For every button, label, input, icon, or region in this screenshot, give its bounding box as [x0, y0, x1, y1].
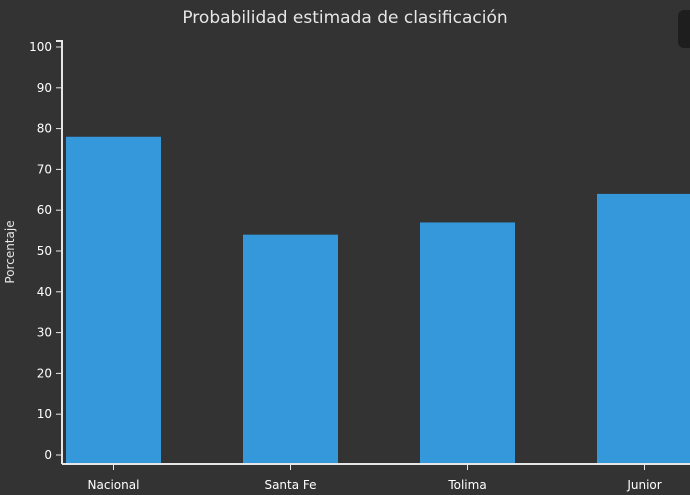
x-tick-label: Santa Fe — [264, 478, 316, 492]
y-tick-label: 70 — [37, 162, 52, 176]
bar-junior — [597, 193, 690, 464]
x-tick-label: Nacional — [88, 478, 140, 492]
y-tick-label: 100 — [29, 40, 52, 54]
y-axis-line — [56, 40, 63, 464]
x-tick-label: Junior — [626, 478, 661, 492]
y-tick-label: 60 — [37, 203, 52, 217]
y-axis: 0 10 20 30 40 50 60 70 80 90 100 — [29, 40, 63, 464]
y-axis-label: Porcentaje — [3, 220, 17, 283]
bar-santa-fe — [243, 234, 338, 464]
bar-nacional — [66, 136, 161, 464]
y-tick-label: 50 — [37, 244, 52, 258]
y-tick-label: 30 — [37, 326, 52, 340]
y-tick-label: 80 — [37, 122, 52, 136]
y-tick-label: 0 — [44, 448, 52, 462]
corner-widget[interactable] — [678, 10, 690, 48]
x-tick-label: Tolima — [447, 478, 486, 492]
chart-title: Probabilidad estimada de clasificación — [182, 8, 507, 28]
bars — [66, 136, 690, 464]
y-tick-label: 20 — [37, 366, 52, 380]
x-axis: Nacional Santa Fe Tolima Junior — [62, 463, 690, 492]
y-tick-label: 40 — [37, 285, 52, 299]
bar-tolima — [420, 222, 515, 464]
y-tick-label: 90 — [37, 81, 52, 95]
y-tick-label: 10 — [37, 407, 52, 421]
